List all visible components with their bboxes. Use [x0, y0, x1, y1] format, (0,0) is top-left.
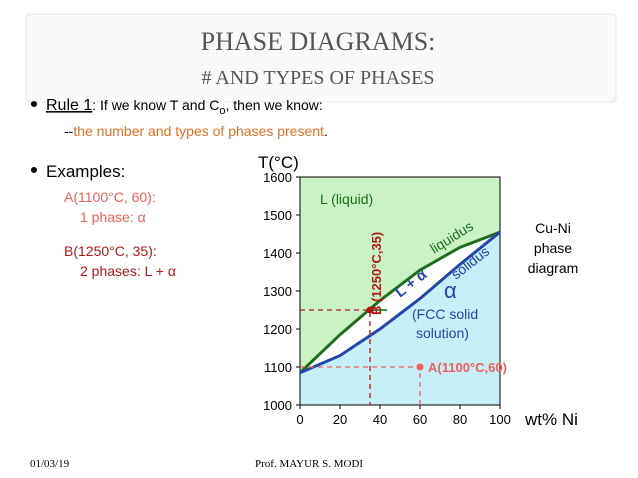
liquid-region	[300, 177, 500, 373]
y-tick-label: 1200	[263, 322, 292, 337]
note-highlight: the number and types of phases present	[73, 123, 324, 139]
point-label: B (1250°C,35)	[369, 232, 384, 315]
x-axis-label: wt% Ni	[524, 410, 578, 429]
example-detail: 1 phase: α	[80, 209, 146, 225]
rule-sub: o	[219, 105, 225, 117]
region-label: L (liquid)	[320, 191, 373, 207]
point-label: A(1100°C,60)	[428, 360, 507, 375]
example-label: B(1250°C, 35):	[64, 243, 157, 259]
y-tick-label: 1600	[263, 170, 292, 185]
region-label: α	[444, 278, 457, 303]
title: PHASE DIAGRAMS:	[201, 27, 436, 56]
rule: Rule 1: If we know T and Co, then we kno…	[46, 97, 323, 117]
footer-date: 01/03/19	[30, 458, 70, 470]
y-tick-label: 1000	[263, 398, 292, 413]
rule-label: Rule 1	[46, 97, 92, 114]
note: --the number and types of phases present…	[64, 123, 328, 139]
example-label: A(1100°C, 60):	[64, 189, 156, 205]
point	[366, 306, 374, 314]
caption: Cu-Ni	[535, 220, 571, 236]
y-tick-label: 1100	[264, 360, 292, 375]
bullet	[31, 167, 37, 173]
footer-author: Prof. MAYUR S. MODI	[255, 458, 363, 470]
x-tick-label: 0	[296, 412, 303, 427]
phase-diagram: 1000 1100 1200 1300 1400 1500 1600 0 20 40 60 80 100…	[258, 153, 578, 429]
y-tick-label: 1500	[263, 208, 292, 223]
x-tick-label: 80	[453, 412, 467, 427]
y-tick-label: 1400	[263, 246, 292, 261]
subtitle: # AND TYPES OF PHASES	[201, 67, 434, 89]
note-prefix: --	[64, 123, 74, 139]
rule-tail: , then we know:	[225, 97, 322, 113]
y-tick-label: 1300	[263, 284, 292, 299]
phase-boundary	[299, 230, 501, 375]
x-tick-label: 40	[373, 412, 387, 427]
phase-boundary	[298, 230, 501, 374]
examples-heading: Examples:	[46, 162, 125, 181]
solid-region	[300, 232, 500, 405]
x-tick-label: 20	[333, 412, 347, 427]
example-detail: 2 phases: L + α	[80, 263, 176, 279]
region-label: (FCC solid	[412, 306, 478, 322]
bullet	[31, 101, 37, 107]
caption: phase	[534, 240, 572, 256]
two-phase-region	[300, 232, 500, 373]
y-axis-label: T(°C)	[258, 153, 299, 172]
title-box	[25, 13, 617, 103]
rule-text: : If we know T and C	[92, 97, 219, 113]
note-tail: .	[324, 123, 328, 139]
x-tick-label: 100	[489, 412, 511, 427]
point	[416, 363, 424, 371]
caption: diagram	[528, 260, 579, 276]
region-label: solution)	[416, 325, 469, 341]
x-tick-label: 60	[413, 412, 427, 427]
